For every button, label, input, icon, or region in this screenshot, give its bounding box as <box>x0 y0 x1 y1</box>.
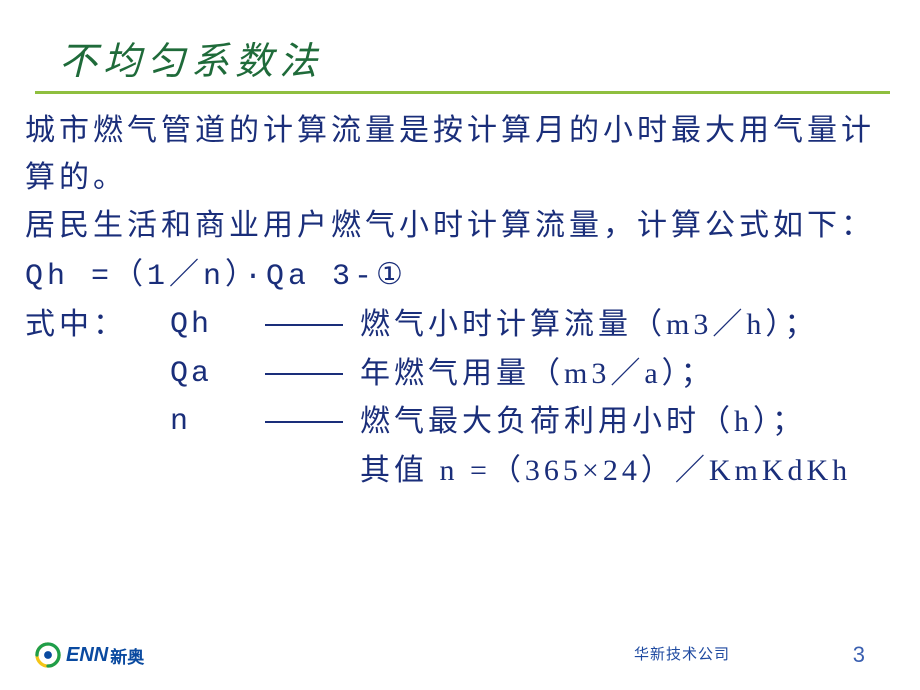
slide-title: 不均匀系数法 <box>59 30 890 85</box>
def-dash-icon <box>265 373 360 375</box>
def-symbol: n <box>170 399 265 446</box>
logo-text-xinao: 新奥 <box>110 643 144 668</box>
company-name: 华新技术公司 <box>634 643 730 664</box>
definition-row: Qa 年燃气用量（m3／a）； <box>25 351 890 398</box>
logo-text-enn: ENN <box>66 644 108 667</box>
slide-content: 城市燃气管道的计算流量是按计算月的小时最大用气量计算的。 居民生活和商业用户燃气… <box>25 108 890 494</box>
definitions: 式中： Qh 燃气小时计算流量（m3／h）； Qa 年燃气用量（m3／a）； n… <box>25 302 890 494</box>
def-description: 燃气小时计算流量（m3／h）； <box>360 302 890 349</box>
def-symbol: Qh <box>170 302 265 349</box>
def-dash-icon <box>265 324 360 326</box>
def-dash-icon <box>265 421 360 423</box>
def-description: 年燃气用量（m3／a）； <box>360 351 890 398</box>
company-logo: ENN 新奥 <box>35 642 144 668</box>
paragraph-2: 居民生活和商业用户燃气小时计算流量，计算公式如下： <box>25 203 890 250</box>
definition-extra: 其值 n =（365×24）／KmKdKh <box>25 448 890 495</box>
slide-footer: ENN 新奥 华新技术公司 3 <box>0 630 920 670</box>
definition-row: 式中： Qh 燃气小时计算流量（m3／h）； <box>25 302 890 349</box>
slide: 不均匀系数法 城市燃气管道的计算流量是按计算月的小时最大用气量计算的。 居民生活… <box>0 0 920 690</box>
def-symbol: Qa <box>170 351 265 398</box>
enn-swirl-icon <box>35 642 61 668</box>
formula-line: Qh =（1／n）·Qa 3-① <box>25 254 890 301</box>
title-underline <box>35 91 890 94</box>
where-label: 式中： <box>25 302 170 349</box>
def-extra-value: 其值 n =（365×24）／KmKdKh <box>360 448 890 495</box>
paragraph-1: 城市燃气管道的计算流量是按计算月的小时最大用气量计算的。 <box>25 108 890 201</box>
def-description: 燃气最大负荷利用小时（h）； <box>360 399 890 446</box>
page-number: 3 <box>853 642 865 668</box>
definition-row: n 燃气最大负荷利用小时（h）； <box>25 399 890 446</box>
